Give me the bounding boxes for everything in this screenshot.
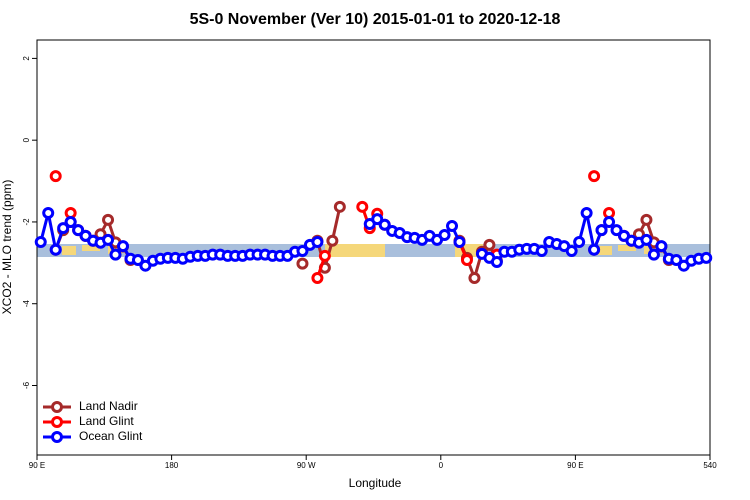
x-axis-label: Longitude [349,476,402,490]
data-point [378,218,391,231]
data-point [535,244,548,257]
data-point [595,224,608,237]
y-axis-label: XCO2 - MLO trend (ppm) [0,180,14,315]
data-point [318,249,331,262]
y-tick-label: 2 [22,56,31,61]
data-point [333,200,346,213]
data-point [371,213,384,226]
data-point [49,170,62,183]
data-point [603,215,616,228]
plot-frame [36,39,711,456]
data-point [116,240,129,253]
x-tick-label: 90 E [29,461,45,470]
legend-marker [51,431,63,443]
x-tick-label: 90 W [297,461,316,470]
legend-marker [51,401,63,413]
data-point [610,224,623,237]
data-point [588,170,601,183]
data-point [460,253,473,266]
data-point [453,235,466,248]
x-tick-label: 0 [439,461,444,470]
data-point [655,240,668,253]
x-tick-label: 540 [703,461,717,470]
y-tick-label: -4 [22,300,31,308]
data-point [109,248,122,261]
data-point [580,206,593,219]
data-point [356,200,369,213]
data-point [647,248,660,261]
x-tick-label: 180 [165,461,179,470]
data-point [34,235,47,248]
data-point [490,256,503,269]
data-point [565,244,578,257]
data-point [468,271,481,284]
data-point [446,220,459,233]
y-tick-label: 0 [22,137,31,142]
data-point [296,244,309,257]
data-point [483,238,496,251]
y-tick-label: -6 [22,381,31,389]
data-point [588,243,601,256]
data-point [72,224,85,237]
data-point [64,215,77,228]
y-tick-label: -2 [22,218,31,226]
data-point [296,257,309,270]
data-point [326,234,339,247]
legend-label: Land Nadir [79,399,138,413]
data-point [311,235,324,248]
data-point [438,229,451,242]
legend-marker [51,416,63,428]
x-tick-label: 90 E [567,461,583,470]
data-point [311,271,324,284]
chart-title: 5S-0 November (Ver 10) 2015-01-01 to 202… [190,11,561,28]
data-point [700,251,713,264]
data-point [49,243,62,256]
data-point [102,233,115,246]
data-point [670,253,683,266]
data-point [640,233,653,246]
data-point [102,213,115,226]
data-point [640,213,653,226]
legend-label: Ocean Glint [79,429,143,443]
data-point [131,253,144,266]
data-point [573,235,586,248]
data-point [57,222,70,235]
legend-label: Land Glint [79,414,134,428]
data-point [42,206,55,219]
